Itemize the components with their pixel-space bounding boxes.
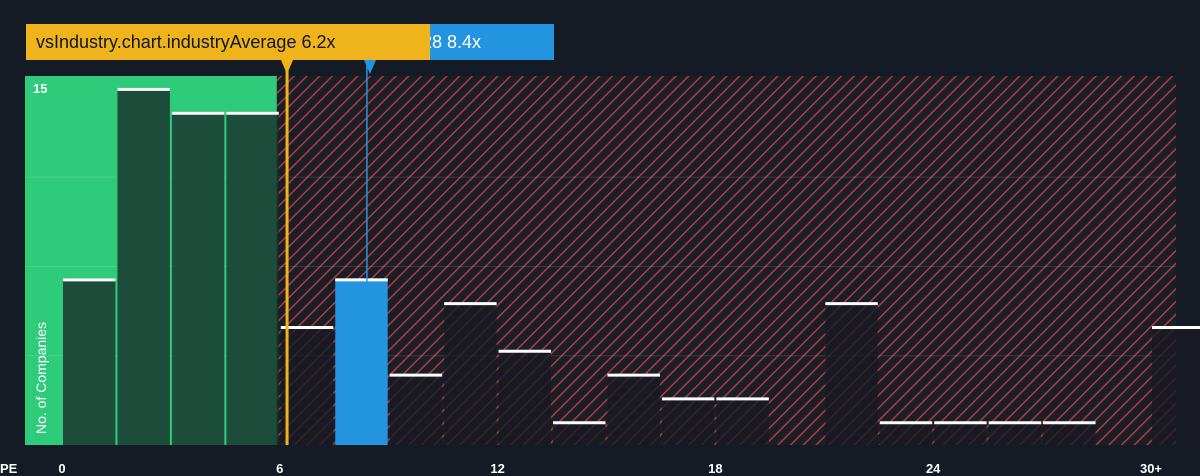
histogram-bars	[63, 87, 1200, 445]
histogram-bar	[171, 111, 225, 445]
company-badge-pointer	[364, 60, 376, 74]
histogram-bar	[553, 421, 606, 445]
x-tick-label: 12	[490, 461, 504, 476]
histogram-bar	[226, 111, 279, 445]
x-axis-ticks: 0 6 12 18 24 30+	[58, 461, 1162, 476]
histogram-bar	[498, 349, 552, 445]
y-axis-ticks: 15	[33, 81, 47, 96]
histogram-bar	[389, 373, 443, 445]
x-tick-label: 0	[58, 461, 65, 476]
x-tick-label: 6	[276, 461, 283, 476]
x-tick-label: 30+	[1140, 461, 1162, 476]
histogram-bar	[825, 302, 878, 445]
histogram-bar	[1152, 325, 1200, 445]
industry-average-badge: vsIndustry.chart.industryAverage 6.2x	[26, 24, 430, 60]
histogram-bar	[444, 302, 497, 445]
histogram-bar	[1043, 421, 1096, 445]
x-tick-label: 18	[708, 461, 722, 476]
y-axis-label: No. of Companies	[33, 322, 49, 434]
x-tick-label: 24	[926, 461, 941, 476]
histogram-bar	[280, 325, 334, 445]
histogram-bar	[117, 87, 170, 445]
histogram-bar	[335, 278, 388, 445]
x-axis-label: PE	[0, 461, 18, 476]
histogram-bar	[607, 373, 660, 445]
histogram-bar	[988, 421, 1042, 445]
histogram-bar	[879, 421, 933, 445]
histogram-bar	[716, 397, 769, 445]
histogram-bar	[661, 397, 715, 445]
histogram-bar	[63, 278, 116, 445]
y-tick-label: 15	[33, 81, 47, 96]
industry-badge-pointer	[281, 60, 293, 74]
histogram-bar	[934, 421, 987, 445]
